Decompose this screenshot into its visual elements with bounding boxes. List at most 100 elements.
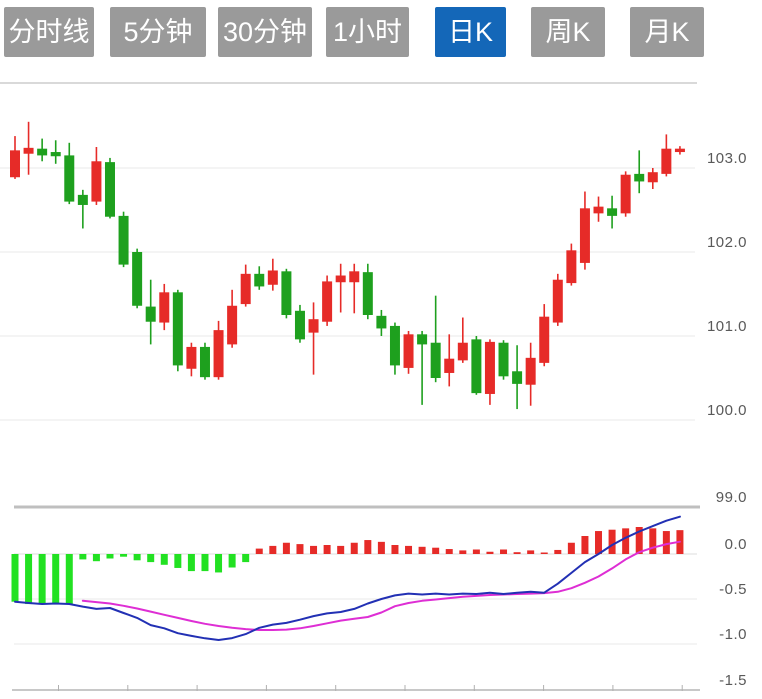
candle-body [484,341,495,394]
tab-30min[interactable]: 30分钟 [218,7,312,57]
macd-bar [337,545,345,554]
candle-body [525,357,536,385]
macd-bar [296,544,304,554]
candle-body [64,155,75,202]
macd-axis-label: 0.0 [725,536,747,553]
period-tabbar: 分时线 5分钟 30分钟 1小时 日K 周K 月K [0,0,762,60]
dea-line [81,540,681,631]
macd-bar [486,551,494,554]
price-gridlines [0,82,700,691]
candle-body [674,148,685,153]
candle-body [634,173,645,182]
tab-weekly-k[interactable]: 周K [531,7,605,57]
candle-body [37,148,48,156]
macd-bar [527,550,535,554]
candle-body [579,208,590,263]
macd-axis-label: -1.0 [719,626,747,643]
candle-body [376,315,387,329]
x-axis-ticks [58,685,683,691]
tab-timeline[interactable]: 分时线 [4,7,94,57]
macd-bar [160,554,168,565]
candle-body [199,346,210,378]
candle-body [444,358,455,373]
macd-bar [459,550,467,554]
candle-body [430,342,441,378]
macd-bar [228,554,236,568]
macd-bar [25,554,33,605]
candle-body [23,147,34,154]
y-axis-labels: 103.0 102.0 101.0 100.0 99.0 0.0 -0.5 -1.0 -1.5 [707,150,747,689]
macd-bar [500,549,508,554]
macd-bar [323,545,331,554]
candle-body [647,172,658,183]
candle-body [403,334,414,368]
candle-body [335,275,346,283]
tab-5min[interactable]: 5分钟 [110,7,206,57]
macd-bar [147,554,155,563]
macd-bar [581,536,589,554]
candle-body [539,316,550,363]
candle-body [498,342,509,377]
dif-line [14,515,681,641]
candle-body [349,271,360,283]
macd-bar [540,552,548,554]
macd-bar [11,554,19,602]
macd-bar [92,554,100,562]
candle-body [566,250,577,284]
macd-bar [364,540,372,554]
macd-bar [38,554,46,605]
macd-bar [282,542,290,554]
macd-axis-label: -0.5 [719,581,747,598]
macd-bar [65,554,73,605]
candle-body [281,271,292,315]
macd-histogram [11,527,684,605]
candle-body [104,162,115,217]
macd-bar [310,545,318,554]
macd-bar [242,554,250,563]
macd-bar [554,549,562,554]
macd-axis-label: -1.5 [719,672,747,689]
macd-bar [662,531,670,554]
macd-bar [649,528,657,554]
candle-body [254,273,265,287]
macd-bar [432,547,440,554]
macd-bar [472,549,480,554]
macd-bar [79,554,87,560]
candle-body [118,215,129,265]
macd-bar [445,549,453,554]
macd-bar [567,542,575,554]
macd-bar [418,546,426,554]
macd-bar [405,545,413,554]
candle-body [607,208,618,216]
macd-bar [350,542,358,554]
macd-bar [595,531,603,554]
candle-body [362,272,373,315]
candle-body [417,334,428,345]
macd-bar [622,528,630,554]
macd-bar [269,545,277,554]
macd-bar [187,554,195,572]
candle-body [132,252,143,306]
candlestick-series [10,121,685,410]
price-axis-label: 101.0 [707,318,747,335]
macd-bar [255,548,263,554]
macd-bar [174,554,182,568]
candle-body [322,281,333,322]
tab-monthly-k[interactable]: 月K [630,7,704,57]
price-axis-label: 102.0 [707,234,747,251]
candle-body [91,161,102,202]
candle-body [77,194,88,205]
tab-daily-k[interactable]: 日K [435,7,506,57]
macd-bar [608,529,616,554]
tab-1hour[interactable]: 1小时 [326,7,409,57]
macd-bar [391,545,399,554]
candle-body [145,306,156,322]
candle-body [294,310,305,340]
candle-body [552,279,563,323]
price-axis-label: 100.0 [707,402,747,419]
candle-body [186,346,197,369]
candle-body [389,325,400,366]
candle-body [512,371,523,384]
